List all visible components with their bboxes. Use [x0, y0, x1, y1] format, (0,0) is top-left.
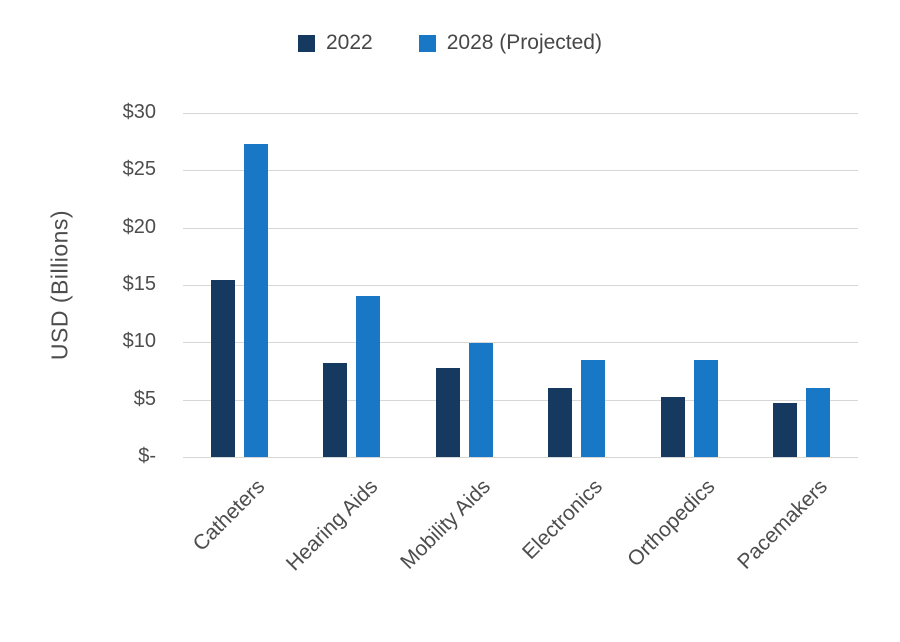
legend-label-2028: 2028 (Projected)	[446, 31, 602, 54]
gridline	[183, 227, 858, 229]
x-axis-label: Catheters	[188, 475, 270, 556]
bar-2028-mobility-aids	[468, 343, 493, 457]
y-axis-ticks: $30 $25 $20 $15 $10 $5 $-	[0, 101, 170, 467]
bar-2022-pacemakers	[773, 403, 798, 457]
y-tick-label: $15	[122, 273, 156, 296]
legend-label-2022: 2022	[326, 31, 373, 54]
plot-area	[183, 113, 858, 458]
gridline	[183, 457, 858, 458]
bar-group-electronics	[521, 113, 634, 457]
x-axis-cell-catheters: Catheters	[183, 457, 296, 642]
chart-legend: 2022 2028 (Projected)	[0, 31, 900, 55]
bar-group-hearing-aids	[296, 113, 409, 457]
y-tick-label: $10	[122, 330, 156, 353]
y-tick-label: $25	[122, 158, 156, 181]
x-axis-label: Hearing Aids	[281, 475, 383, 576]
bar-2022-electronics	[548, 388, 573, 457]
x-axis-cell-pacemakers: Pacemakers	[733, 457, 859, 642]
bar-2028-electronics	[581, 359, 606, 457]
x-axis-cell-hearing-aids: Hearing Aids	[282, 457, 409, 642]
legend-item-2028: 2028 (Projected)	[418, 31, 602, 55]
x-axis-labels: Catheters Hearing Aids Mobility Aids Electr…	[183, 457, 858, 642]
gridline	[183, 113, 858, 114]
gridline	[183, 285, 858, 286]
legend-item-2022: 2022	[298, 31, 373, 55]
bar-2028-hearing-aids	[356, 296, 381, 457]
gridline	[183, 399, 858, 401]
legend-swatch-2022-icon	[298, 34, 315, 52]
x-axis-cell-mobility-aids: Mobility Aids	[396, 457, 521, 642]
bar-2022-mobility-aids	[435, 367, 460, 457]
gridline	[183, 342, 858, 344]
bar-group-mobility-aids	[408, 113, 521, 457]
bar-group-catheters	[183, 113, 296, 457]
bar-2028-orthopedics	[693, 359, 718, 457]
x-axis-label: Mobility Aids	[395, 475, 495, 574]
x-axis-label: Electronics	[518, 475, 608, 564]
y-tick-label: $30	[122, 101, 156, 124]
bar-2022-hearing-aids	[323, 362, 348, 457]
y-tick-label: $-	[138, 445, 156, 468]
y-tick-label: $20	[122, 215, 156, 238]
bar-groups	[183, 113, 858, 457]
x-axis-label: Orthopedics	[623, 475, 720, 572]
bar-2022-orthopedics	[660, 397, 685, 457]
bar-group-orthopedics	[633, 113, 746, 457]
bar-group-pacemakers	[746, 113, 859, 457]
gridline	[183, 170, 858, 172]
x-axis-cell-electronics: Electronics	[518, 457, 634, 642]
bar-2022-catheters	[210, 280, 235, 457]
y-tick-label: $5	[133, 387, 156, 410]
legend-swatch-2028-icon	[418, 34, 436, 52]
x-axis-cell-orthopedics: Orthopedics	[623, 457, 746, 642]
x-axis-label: Pacemakers	[733, 475, 833, 574]
bar-2028-catheters	[243, 143, 268, 457]
bar-2028-pacemakers	[806, 388, 831, 457]
